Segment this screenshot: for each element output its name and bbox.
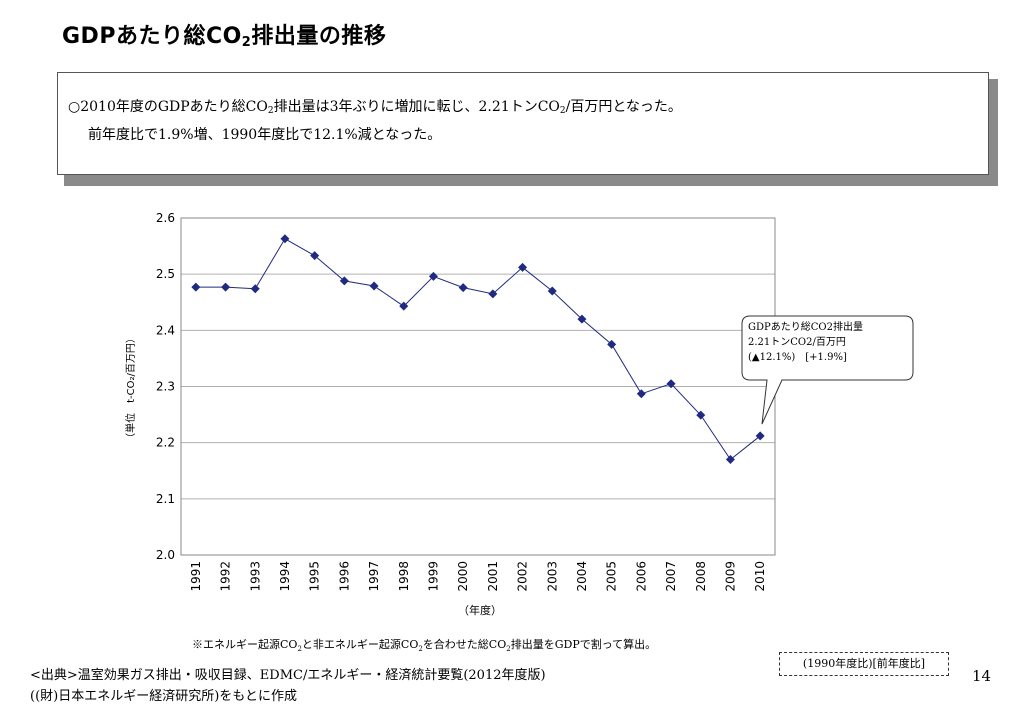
data-point	[696, 410, 706, 420]
x-tick-label: 2000	[456, 561, 470, 592]
x-tick-label: 2010	[753, 561, 767, 592]
data-point	[607, 339, 617, 349]
x-axis-label: （年度）	[458, 603, 502, 617]
x-tick-label: 2003	[545, 561, 559, 592]
summary-line-2: 前年度比で1.9%増、1990年度比で12.1%減となった。	[88, 127, 442, 143]
source-citation: <出典>温室効果ガス排出・吸収目録、EDMC/エネルギー・経済統計要覧(2012…	[30, 665, 546, 707]
data-points	[191, 234, 765, 465]
callout-line-3: (▲12.1%) [+1.9%]	[748, 352, 847, 363]
x-tick-label: 2005	[605, 561, 619, 592]
chart-grid	[181, 273, 775, 500]
data-point	[636, 389, 646, 399]
y-tick-label: 2.5	[156, 267, 175, 281]
source-line-1: <出典>温室効果ガス排出・吸収目録、EDMC/エネルギー・経済統計要覧(2012…	[30, 668, 546, 683]
data-point	[725, 455, 735, 465]
callout-line-2: 2.21トンCO2/百万円	[748, 336, 846, 348]
summary-box: ○2010年度のGDPあたり総CO2排出量は3年ぶりに増加に転じ、2.21トンC…	[57, 72, 989, 175]
data-point	[666, 379, 676, 389]
data-point	[428, 271, 438, 281]
y-tick-label: 2.2	[156, 436, 175, 450]
data-point	[191, 282, 201, 292]
x-tick-label: 2006	[634, 561, 648, 592]
data-point	[221, 282, 231, 292]
calculation-note: ※エネルギー起源CO2と非エネルギー起源CO2を合わせた総CO2排出量をGDPで…	[192, 638, 657, 654]
x-tick-label: 1995	[308, 561, 322, 592]
page-title: GDPあたり総CO2排出量の推移	[62, 24, 387, 50]
data-point	[577, 314, 587, 324]
x-tick-label: 1992	[219, 561, 233, 592]
x-tick-label: 1998	[397, 561, 411, 592]
x-tick-label: 1993	[248, 561, 262, 592]
callout-line-1: GDPあたり総CO2排出量	[748, 320, 863, 333]
page-number: 14	[972, 667, 992, 685]
data-point	[547, 286, 557, 296]
x-tick-label: 1999	[426, 561, 440, 592]
source-line-2: ((財)日本エネルギー経済研究所)をもとに作成	[30, 689, 298, 704]
y-tick-label: 2.1	[156, 492, 175, 506]
data-point	[518, 262, 528, 272]
y-tick-labels: 2.0 2.1 2.2 2.3 2.4 2.5 2.6	[156, 211, 175, 562]
data-point	[458, 283, 468, 293]
data-point	[339, 276, 349, 286]
data-point	[280, 234, 290, 244]
x-tick-label: 2001	[486, 561, 500, 592]
x-tick-label: 1994	[278, 561, 292, 592]
x-tick-label: 2004	[575, 561, 589, 592]
callout-bubble	[741, 315, 914, 425]
data-point	[755, 431, 765, 441]
x-tick-label: 1997	[367, 561, 381, 592]
data-point	[369, 281, 379, 291]
series-line	[195, 238, 761, 461]
comparison-legend-box: (1990年度比)[前年度比]	[779, 652, 949, 676]
data-point	[488, 289, 498, 299]
data-point	[310, 251, 320, 261]
y-tick-label: 2.3	[156, 380, 175, 394]
x-tick-label: 2008	[694, 561, 708, 592]
data-point	[399, 301, 409, 311]
y-tick-label: 2.6	[156, 211, 175, 225]
x-tick-labels: 1991 1992 1993 1994 1995 1996 1997 1998 1999 2000…	[189, 561, 767, 592]
x-tick-label: 2007	[664, 561, 678, 592]
data-point	[250, 284, 260, 294]
x-tick-label: 1991	[189, 561, 203, 592]
x-tick-label: 2009	[723, 561, 737, 592]
x-tick-label: 1996	[337, 561, 351, 592]
y-tick-label: 2.4	[156, 323, 175, 337]
x-tick-label: 2002	[516, 561, 530, 592]
summary-line-1: ○2010年度のGDPあたり総CO2排出量は3年ぶりに増加に転じ、2.21トンC…	[68, 99, 682, 116]
y-axis-label: （単位 t-CO₂/百万円）	[124, 333, 137, 443]
y-tick-label: 2.0	[156, 548, 175, 562]
